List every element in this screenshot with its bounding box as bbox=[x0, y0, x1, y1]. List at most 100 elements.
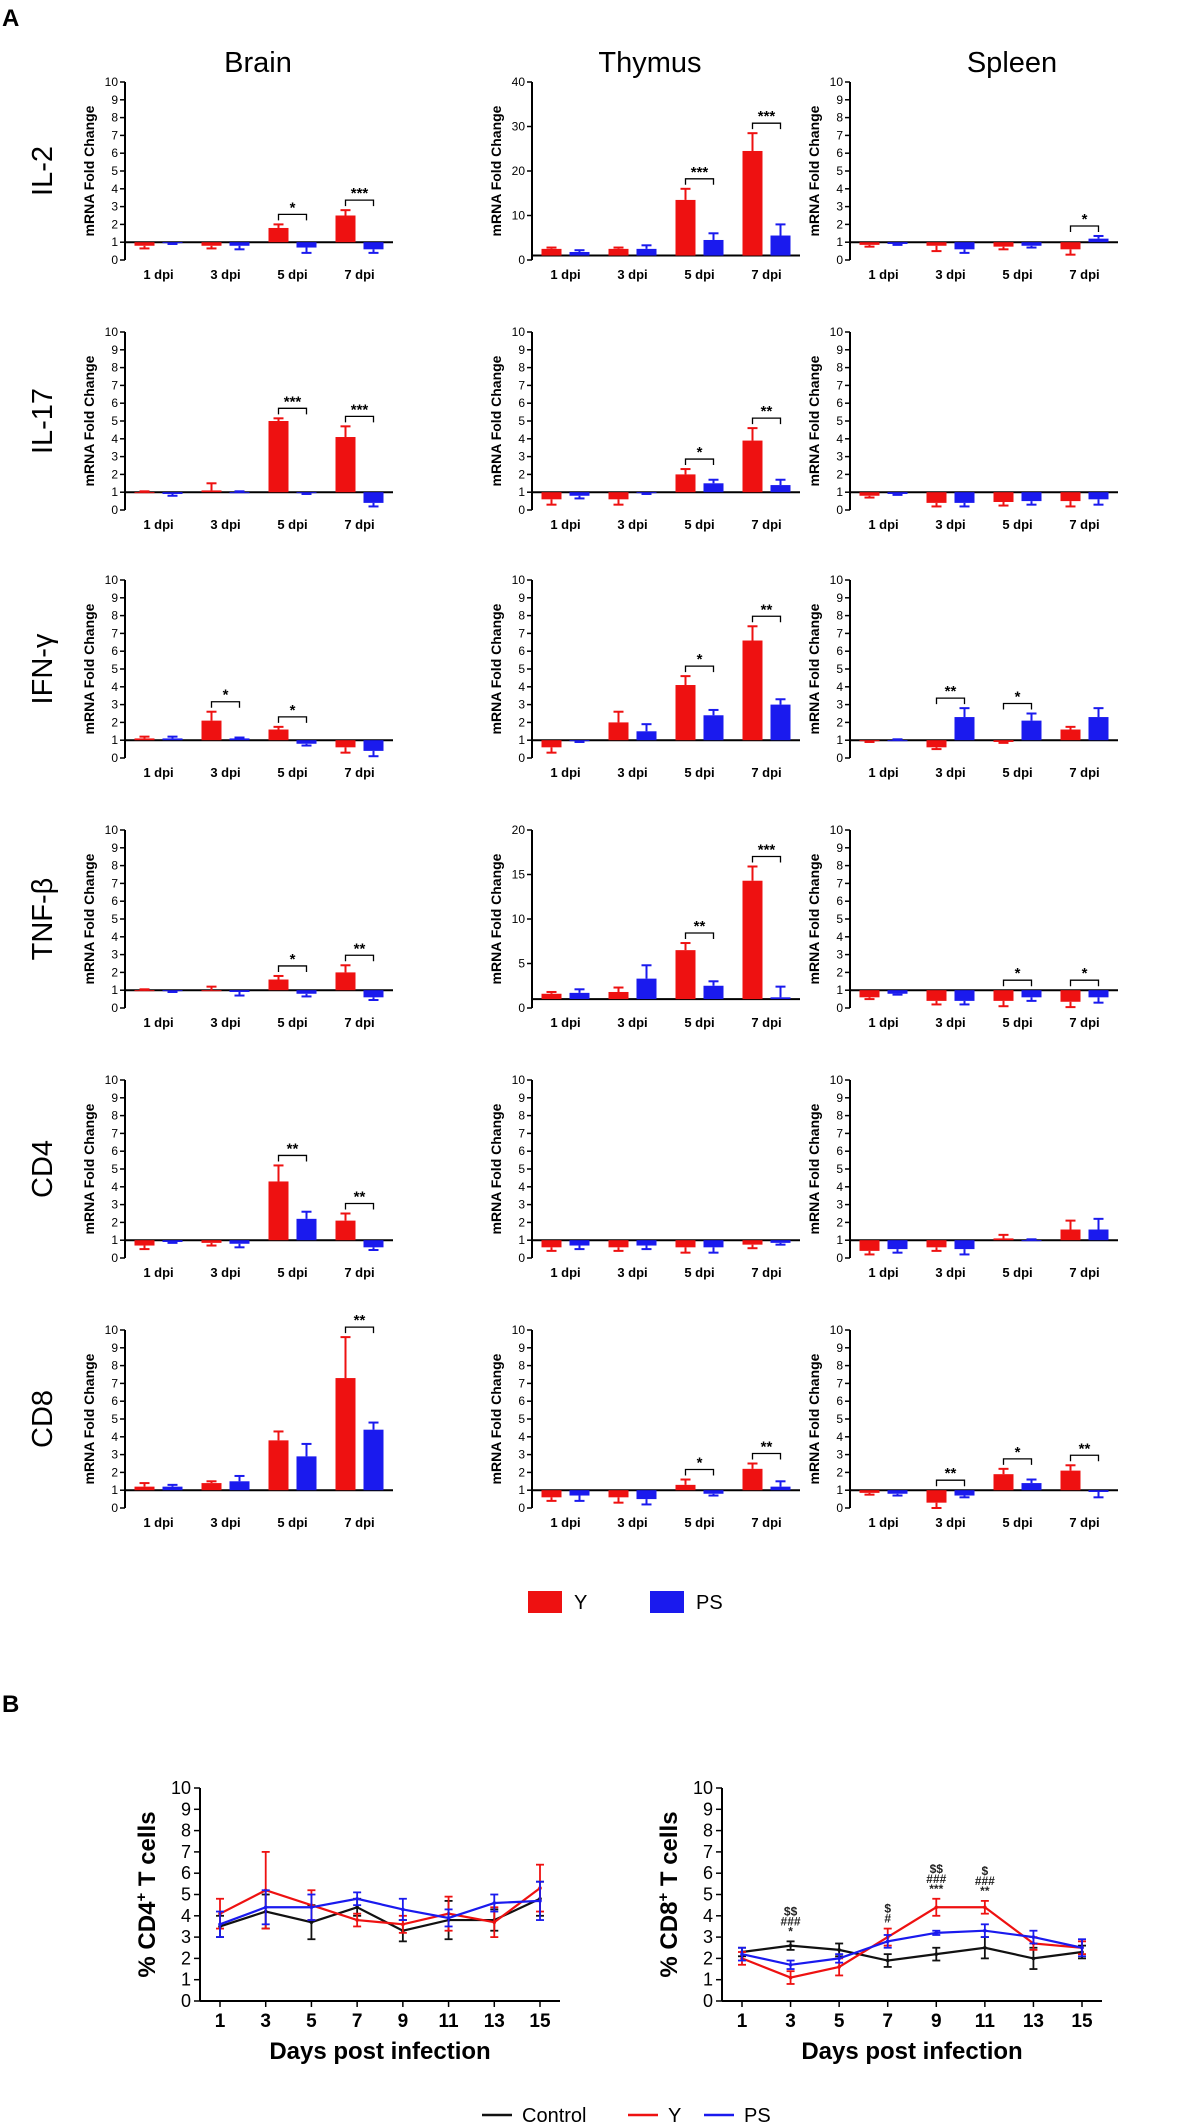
bar-y-7-dpi bbox=[335, 1378, 356, 1491]
y-tick-label: 1 bbox=[836, 1233, 843, 1247]
x-tick-label: 1 dpi bbox=[550, 1515, 580, 1530]
significance-bracket bbox=[277, 716, 308, 723]
x-tick-label: 1 dpi bbox=[550, 1015, 580, 1030]
bar-ps-1-dpi bbox=[569, 492, 590, 496]
series-line-control bbox=[741, 1944, 1083, 1962]
legend-panel-b: Control Y PS bbox=[482, 2105, 771, 2124]
x-tick-label: 7 dpi bbox=[344, 1265, 374, 1280]
bar-ps-7-dpi bbox=[1088, 990, 1109, 998]
y-tick-label: 2 bbox=[518, 1215, 525, 1229]
y-tick-label: 3 bbox=[518, 450, 525, 464]
bar-ps-1-dpi bbox=[569, 1490, 590, 1496]
x-tick-label: 5 dpi bbox=[277, 517, 307, 532]
y-tick-label: 4 bbox=[111, 1180, 118, 1194]
bar-y-3-dpi bbox=[926, 242, 947, 246]
bar-ps-3-dpi bbox=[636, 492, 657, 494]
bar-ps-1-dpi bbox=[887, 1490, 908, 1494]
bar-ps-5-dpi bbox=[296, 1218, 317, 1241]
y-tick-label: 5 bbox=[836, 1412, 843, 1426]
x-tick-label: 1 dpi bbox=[868, 267, 898, 282]
bar-ps-7-dpi bbox=[1088, 492, 1109, 500]
y-tick-label: 8 bbox=[703, 1821, 713, 1841]
bar-ps-5-dpi bbox=[703, 715, 724, 741]
x-tick-label: 5 dpi bbox=[277, 765, 307, 780]
y-axis-title: mRNA Fold Change bbox=[806, 603, 822, 734]
y-tick-label: 2 bbox=[111, 715, 118, 729]
x-tick-label: 1 dpi bbox=[868, 1015, 898, 1030]
x-tick-label: 7 dpi bbox=[1069, 1265, 1099, 1280]
data-point-y bbox=[355, 1918, 359, 1922]
y-tick-label: 9 bbox=[836, 93, 843, 107]
y-tick-label: 7 bbox=[836, 1126, 843, 1140]
bar-ps-7-dpi bbox=[1088, 1490, 1109, 1492]
y-tick-label: 5 bbox=[836, 414, 843, 428]
significance-bracket bbox=[277, 407, 308, 415]
y-tick-label: 1 bbox=[111, 485, 118, 499]
y-tick-label: 3 bbox=[518, 1448, 525, 1462]
y-axis-title: mRNA Fold Change bbox=[488, 355, 504, 486]
bar-ps-5-dpi bbox=[703, 483, 724, 493]
y-tick-label: 3 bbox=[111, 200, 118, 214]
legend-panel-a: Y PS bbox=[528, 1591, 723, 1614]
bar-ps-5-dpi bbox=[296, 492, 317, 494]
y-tick-label: 9 bbox=[111, 591, 118, 605]
significance-annotation: $ bbox=[884, 1902, 891, 1916]
bar-y-3-dpi bbox=[926, 740, 947, 748]
bar-ps-7-dpi bbox=[363, 1429, 384, 1491]
x-tick-label: 3 dpi bbox=[617, 267, 647, 282]
y-tick-label: 5 bbox=[111, 662, 118, 676]
significance-label: *** bbox=[758, 108, 776, 125]
y-tick-label: 3 bbox=[703, 1927, 713, 1947]
y-tick-label: 0 bbox=[111, 253, 118, 267]
y-tick-label: 0 bbox=[518, 1001, 525, 1015]
y-tick-label: 10 bbox=[830, 1323, 844, 1337]
x-tick-label: 3 dpi bbox=[935, 1515, 965, 1530]
y-tick-label: 4 bbox=[836, 432, 843, 446]
bar-y-3-dpi bbox=[201, 490, 222, 493]
series-line-ps bbox=[219, 1897, 541, 1926]
bar-chart-ifn-thymus: 0 1 2 3 4 5 6 7 8 9 10 mRNA Fold Change 1 dpi 3 dpi 5 … bbox=[488, 573, 800, 780]
y-axis-title: mRNA Fold Change bbox=[488, 1103, 504, 1234]
bar-ps-3-dpi bbox=[229, 990, 250, 992]
significance-label: * bbox=[290, 199, 296, 216]
y-tick-label: 0 bbox=[181, 1991, 191, 2011]
significance-label: ** bbox=[761, 601, 773, 618]
y-tick-label: 9 bbox=[111, 841, 118, 855]
y-tick-label: 9 bbox=[836, 1341, 843, 1355]
bar-y-1-dpi bbox=[134, 738, 155, 741]
y-tick-label: 5 bbox=[836, 164, 843, 178]
significance-label: * bbox=[290, 702, 296, 719]
y-tick-label: 10 bbox=[105, 325, 119, 339]
y-tick-label: 8 bbox=[836, 111, 843, 125]
data-point-ps bbox=[934, 1931, 939, 1935]
bar-y-7-dpi bbox=[742, 150, 763, 256]
bar-y-5-dpi bbox=[675, 199, 696, 256]
y-tick-label: 5 bbox=[181, 1885, 191, 1905]
x-tick-label: 1 dpi bbox=[868, 517, 898, 532]
significance-bracket bbox=[684, 1468, 715, 1476]
y-tick-label: 2 bbox=[181, 1948, 191, 1968]
x-tick-label: 5 dpi bbox=[1002, 1265, 1032, 1280]
significance-annotation: $ bbox=[982, 1864, 989, 1878]
significance-bracket bbox=[277, 213, 308, 221]
y-tick-label: 6 bbox=[836, 894, 843, 908]
significance-bracket bbox=[751, 122, 782, 130]
y-tick-label: 5 bbox=[111, 1162, 118, 1176]
y-tick-label: 3 bbox=[518, 698, 525, 712]
y-tick-label: 8 bbox=[111, 859, 118, 873]
x-tick-label: 3 dpi bbox=[617, 517, 647, 532]
y-tick-label: 3 bbox=[836, 450, 843, 464]
bar-y-3-dpi bbox=[926, 1490, 947, 1503]
data-point-control bbox=[885, 1958, 890, 1963]
bar-ps-3-dpi bbox=[954, 1240, 975, 1250]
column-title-spleen: Spleen bbox=[967, 47, 1057, 79]
series-line-ps bbox=[741, 1929, 1083, 1966]
y-tick-label: 9 bbox=[181, 1799, 191, 1819]
y-tick-label: 10 bbox=[105, 1323, 119, 1337]
x-tick-label: 7 bbox=[352, 2011, 363, 2032]
bar-chart-cd4-brain: 0 1 2 3 4 5 6 7 8 9 10 mRNA Fold Change 1 dpi 3 dpi 5 … bbox=[81, 1073, 393, 1280]
legend-label-y: Y bbox=[668, 2105, 681, 2124]
bar-y-7-dpi bbox=[1060, 990, 1081, 1002]
bar-ps-5-dpi bbox=[1021, 1483, 1042, 1491]
y-tick-label: 4 bbox=[518, 1180, 525, 1194]
